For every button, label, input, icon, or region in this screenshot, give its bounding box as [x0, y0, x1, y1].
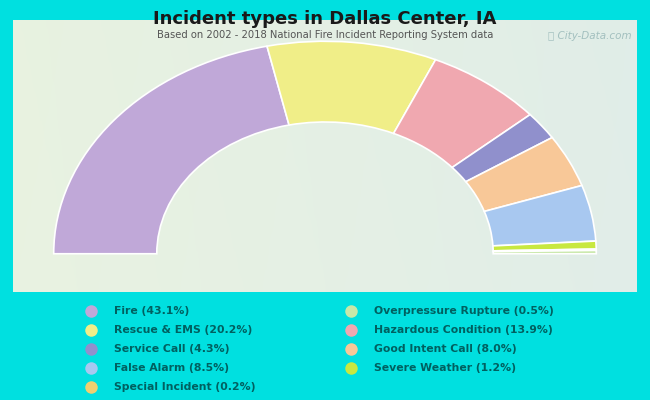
Text: ⓘ City-Data.com: ⓘ City-Data.com — [548, 31, 632, 41]
Wedge shape — [493, 250, 596, 254]
Text: Rescue & EMS (20.2%): Rescue & EMS (20.2%) — [114, 325, 252, 335]
Wedge shape — [493, 241, 596, 251]
Wedge shape — [393, 60, 530, 168]
Text: Incident types in Dallas Center, IA: Incident types in Dallas Center, IA — [153, 10, 497, 28]
Text: Overpressure Rupture (0.5%): Overpressure Rupture (0.5%) — [374, 306, 554, 316]
Wedge shape — [466, 138, 582, 212]
Wedge shape — [267, 41, 436, 134]
Wedge shape — [54, 46, 289, 254]
Text: Fire (43.1%): Fire (43.1%) — [114, 306, 189, 316]
Text: Special Incident (0.2%): Special Incident (0.2%) — [114, 382, 255, 392]
Wedge shape — [452, 115, 552, 182]
Text: Based on 2002 - 2018 National Fire Incident Reporting System data: Based on 2002 - 2018 National Fire Incid… — [157, 30, 493, 40]
Text: Good Intent Call (8.0%): Good Intent Call (8.0%) — [374, 344, 516, 354]
Text: Severe Weather (1.2%): Severe Weather (1.2%) — [374, 363, 515, 373]
Text: False Alarm (8.5%): False Alarm (8.5%) — [114, 363, 229, 373]
Wedge shape — [484, 186, 596, 246]
Text: Hazardous Condition (13.9%): Hazardous Condition (13.9%) — [374, 325, 552, 335]
Wedge shape — [493, 249, 596, 252]
Text: Service Call (4.3%): Service Call (4.3%) — [114, 344, 229, 354]
